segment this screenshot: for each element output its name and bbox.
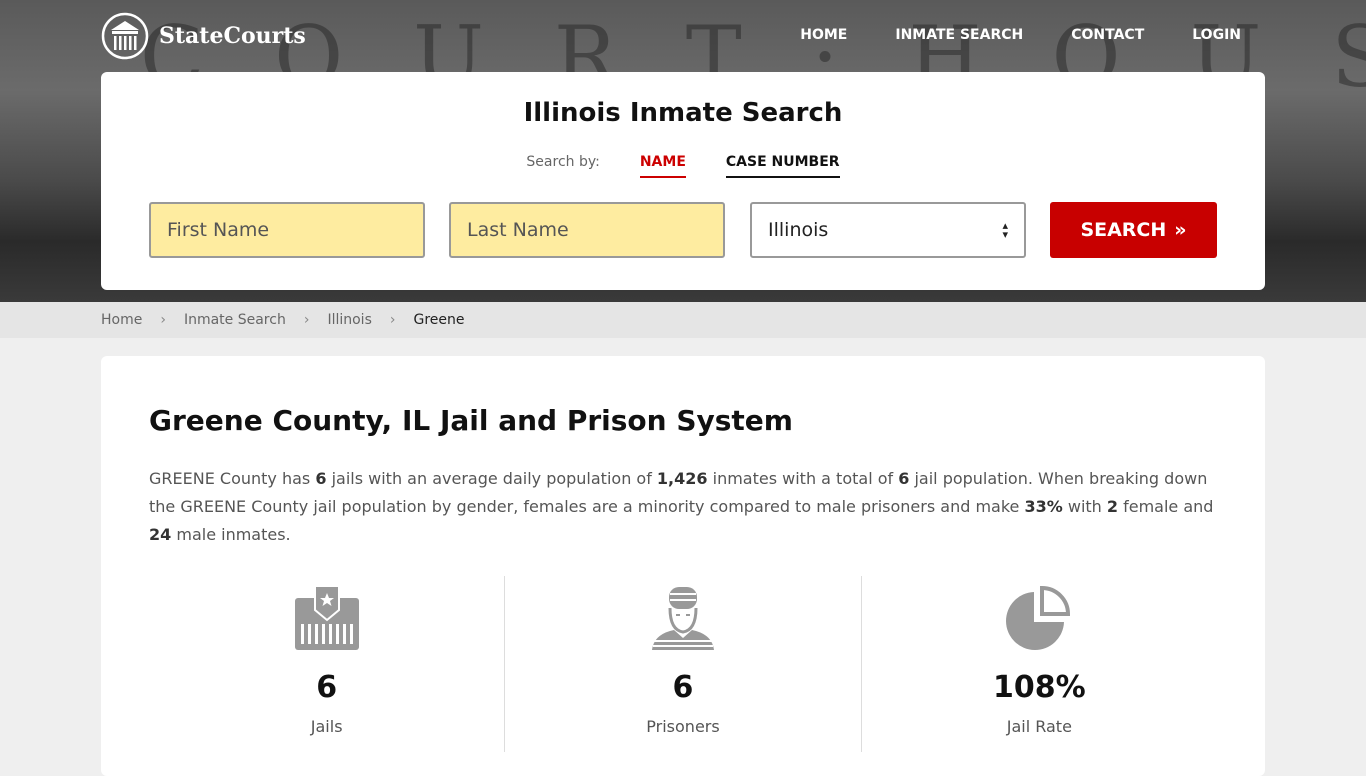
jail-icon [294,586,359,650]
paragraph-text: GREENE County has [149,469,316,488]
jail-rate-value: 108% [992,670,1086,705]
highlighted-value: 24 [149,525,172,544]
tab-case-number[interactable]: CASE NUMBER [725,154,840,178]
chevron-right-icon: › [389,312,396,328]
stat-jails: 6 Jails [149,576,506,752]
paragraph-text: male inmates. [171,525,291,544]
highlighted-value: 1,426 [656,469,708,488]
search-button[interactable]: SEARCH » [1050,202,1217,258]
search-by-label: Search by: [526,154,600,170]
breadcrumb: Home › Inmate Search › Illinois › Greene [0,302,1366,338]
page-title: Greene County, IL Jail and Prison System [149,404,793,437]
nav-contact[interactable]: CONTACT [1071,27,1145,43]
breadcrumb-home[interactable]: Home [101,312,143,328]
logo[interactable]: StateCourts [101,12,306,60]
last-name-input[interactable]: Last Name [449,202,725,258]
jails-count: 6 [316,670,338,705]
double-chevron-right-icon: » [1174,219,1187,241]
jail-rate-label: Jail Rate [1006,717,1072,736]
logo-text: StateCourts [159,23,306,49]
first-name-input[interactable]: First Name [149,202,425,258]
search-card: Illinois Inmate Search Search by: NAME C… [101,72,1265,290]
select-arrows-icon: ▴ ▾ [1002,219,1008,241]
summary-paragraph: GREENE County has 6 jails with an averag… [149,465,1217,549]
paragraph-text: jails with an average daily population o… [326,469,657,488]
pie-chart-icon [1006,586,1071,650]
search-title: Illinois Inmate Search [523,98,843,128]
highlighted-value: 33% [1024,497,1063,516]
nav-home[interactable]: HOME [800,27,848,43]
stats-row: 6 Jails 6 Prisoners 108% Jail Rate [149,576,1217,752]
highlighted-value: 2 [1106,497,1119,516]
jails-label: Jails [310,717,343,736]
prisoners-label: Prisoners [646,717,720,736]
courthouse-logo-icon [101,12,149,60]
paragraph-text: with [1062,497,1107,516]
state-select[interactable]: Illinois ▴ ▾ [750,202,1026,258]
highlighted-value: 6 [898,469,910,488]
nav-login[interactable]: LOGIN [1192,27,1241,43]
paragraph-text: jail population. When breaking down the … [149,469,1208,516]
prisoners-count: 6 [672,670,694,705]
breadcrumb-illinois[interactable]: Illinois [327,312,372,328]
paragraph-text: inmates with a total of [707,469,899,488]
search-button-label: SEARCH [1080,219,1167,241]
nav-inmate-search[interactable]: INMATE SEARCH [895,27,1024,43]
stat-prisoners: 6 Prisoners [505,576,862,752]
main-nav: HOME INMATE SEARCH CONTACT LOGIN [800,27,1241,43]
content-card: Greene County, IL Jail and Prison System… [101,356,1265,776]
breadcrumb-inmate-search[interactable]: Inmate Search [183,312,286,328]
stat-jail-rate: 108% Jail Rate [862,576,1217,752]
tab-name[interactable]: NAME [639,154,686,178]
highlighted-value: 6 [315,469,327,488]
paragraph-text: female and [1118,497,1214,516]
prisoner-icon [651,587,714,650]
chevron-right-icon: › [303,312,310,328]
breadcrumb-current: Greene [413,312,465,328]
state-select-value: Illinois [768,219,829,241]
chevron-right-icon: › [160,312,166,328]
